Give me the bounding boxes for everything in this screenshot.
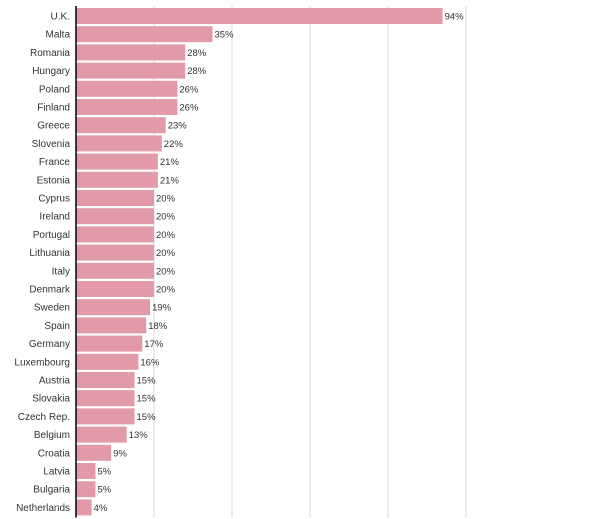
category-label: Croatia bbox=[38, 448, 71, 459]
value-label: 15% bbox=[137, 394, 157, 405]
bar bbox=[76, 135, 162, 152]
category-label: Finland bbox=[37, 103, 70, 114]
bar bbox=[76, 44, 186, 61]
value-label: 16% bbox=[140, 357, 160, 368]
bar bbox=[76, 262, 154, 279]
category-label: Estonia bbox=[37, 175, 71, 186]
bar bbox=[76, 390, 135, 407]
category-label: France bbox=[39, 157, 71, 168]
value-label: 20% bbox=[156, 212, 176, 223]
bar bbox=[76, 353, 139, 370]
category-label: Hungary bbox=[32, 66, 70, 77]
value-label: 26% bbox=[179, 84, 199, 95]
value-label: 17% bbox=[144, 339, 164, 350]
value-label: 13% bbox=[129, 430, 149, 441]
bar bbox=[76, 317, 147, 334]
category-label: Latvia bbox=[43, 467, 70, 478]
bar bbox=[76, 8, 443, 24]
bar bbox=[76, 226, 154, 243]
category-label: Bulgaria bbox=[33, 485, 70, 496]
bar bbox=[76, 153, 158, 170]
bar bbox=[76, 281, 154, 297]
bar bbox=[76, 26, 213, 43]
gridlines bbox=[153, 6, 467, 518]
bar bbox=[76, 481, 96, 498]
value-label: 22% bbox=[164, 139, 184, 150]
bar bbox=[76, 335, 143, 352]
value-label: 20% bbox=[156, 248, 176, 259]
value-label: 18% bbox=[148, 321, 168, 332]
value-label: 28% bbox=[187, 48, 207, 59]
category-label: Cyprus bbox=[38, 194, 70, 205]
category-label: Slovenia bbox=[32, 139, 71, 150]
bar bbox=[76, 208, 154, 225]
value-label: 19% bbox=[152, 303, 172, 314]
value-label: 23% bbox=[168, 121, 188, 132]
value-label: 20% bbox=[156, 194, 176, 205]
category-label: Germany bbox=[29, 339, 70, 350]
category-label: Sweden bbox=[34, 303, 70, 314]
category-label: Lithuania bbox=[29, 248, 70, 259]
category-label: Slovakia bbox=[32, 394, 70, 405]
category-label: Spain bbox=[44, 321, 70, 332]
bar bbox=[76, 80, 178, 97]
category-label: Malta bbox=[46, 30, 71, 41]
value-label: 15% bbox=[137, 376, 157, 387]
value-label: 20% bbox=[156, 285, 176, 296]
category-label: Poland bbox=[39, 84, 70, 95]
value-label: 15% bbox=[137, 412, 157, 423]
category-label: U.K. bbox=[51, 12, 70, 23]
category-label: Belgium bbox=[34, 430, 70, 441]
category-label: Romania bbox=[30, 48, 70, 59]
category-label: Netherlands bbox=[16, 503, 70, 514]
bar bbox=[76, 62, 186, 79]
bar bbox=[76, 117, 166, 134]
value-label: 5% bbox=[98, 485, 112, 496]
value-label: 20% bbox=[156, 230, 176, 241]
category-label: Czech Rep. bbox=[18, 412, 70, 423]
value-label: 4% bbox=[94, 503, 108, 514]
category-label: Austria bbox=[39, 376, 71, 387]
value-label: 21% bbox=[160, 175, 180, 186]
value-label: 9% bbox=[113, 448, 127, 459]
value-label: 28% bbox=[187, 66, 207, 77]
bar bbox=[76, 499, 92, 516]
category-labels: U.K. Malta Romania Hungary Poland Finland Gree… bbox=[14, 12, 71, 514]
category-label: Portugal bbox=[33, 230, 70, 241]
bar bbox=[76, 171, 158, 188]
value-label: 35% bbox=[215, 30, 235, 41]
bar bbox=[76, 244, 154, 261]
value-label: 5% bbox=[98, 467, 112, 478]
value-label: 26% bbox=[179, 103, 199, 114]
category-label: Greece bbox=[37, 121, 70, 132]
bar bbox=[76, 190, 154, 206]
bar bbox=[76, 99, 178, 115]
bar bbox=[76, 463, 96, 479]
bars bbox=[76, 8, 443, 516]
value-label: 94% bbox=[445, 12, 465, 23]
value-labels: 94% 35% 28% 28% 26% 26% 23% 22% 21% 21% 20% 20% 20% 2… bbox=[94, 12, 465, 514]
bar bbox=[76, 426, 127, 443]
bar bbox=[76, 408, 135, 425]
value-label: 21% bbox=[160, 157, 180, 168]
bar bbox=[76, 372, 135, 388]
value-label: 20% bbox=[156, 266, 176, 277]
category-label: Denmark bbox=[29, 285, 71, 296]
bar bbox=[76, 299, 151, 316]
category-label: Ireland bbox=[39, 212, 70, 223]
category-label: Italy bbox=[52, 266, 70, 277]
category-label: Luxembourg bbox=[14, 357, 70, 368]
bar bbox=[76, 444, 112, 461]
